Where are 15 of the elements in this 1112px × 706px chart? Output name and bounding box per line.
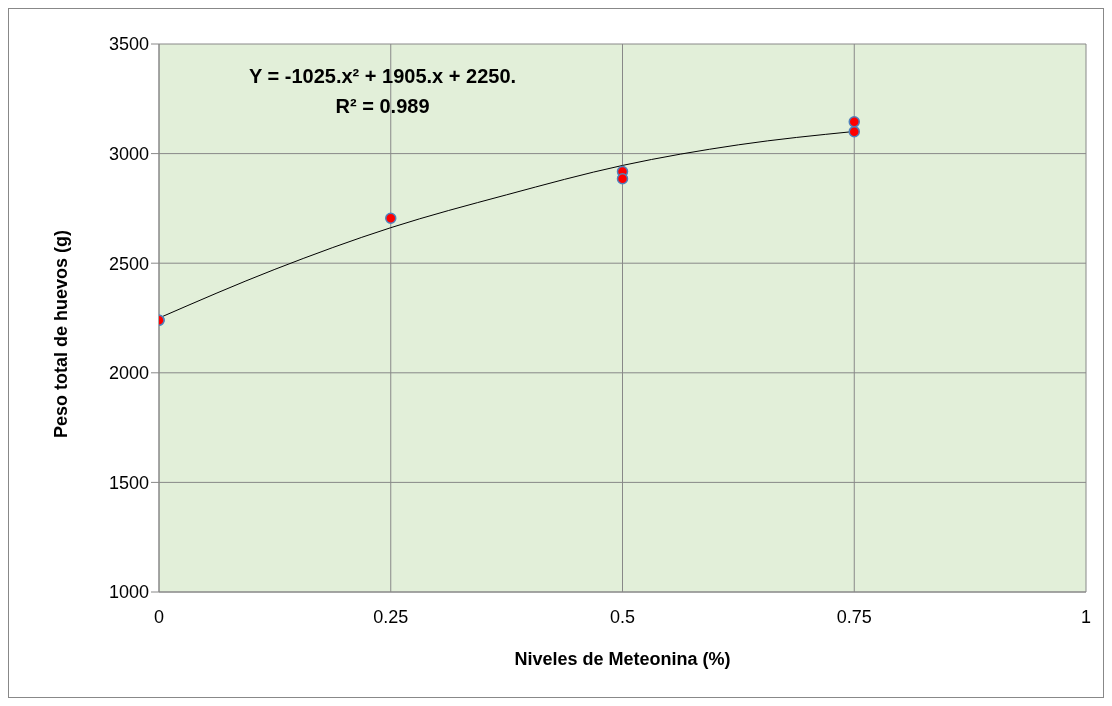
annotation: Y = -1025.x² + 1905.x + 2250. [249, 64, 517, 89]
x-tick-label: 0.75 [836, 606, 872, 627]
y-tick-label: 3000 [108, 143, 149, 164]
y-tick-label: 2500 [108, 253, 149, 274]
y-axis-title: Peso total de huevos (g) [51, 229, 72, 438]
x-tick-label: 1 [1080, 606, 1092, 627]
x-tick-label: 0.25 [373, 606, 409, 627]
y-tick-label: 2000 [108, 363, 149, 384]
annotation: R² = 0.989 [334, 94, 431, 119]
x-tick-label: 0 [153, 606, 165, 627]
y-tick-label: 3500 [108, 34, 149, 55]
y-tick-label: 1500 [108, 472, 149, 493]
y-tick-label: 1000 [108, 582, 149, 603]
x-axis-title: Niveles de Meteonina (%) [514, 649, 731, 669]
x-tick-label: 0.5 [609, 606, 636, 627]
